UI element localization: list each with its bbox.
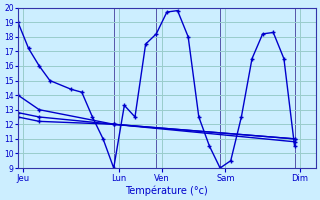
X-axis label: Température (°c): Température (°c) xyxy=(125,185,208,196)
